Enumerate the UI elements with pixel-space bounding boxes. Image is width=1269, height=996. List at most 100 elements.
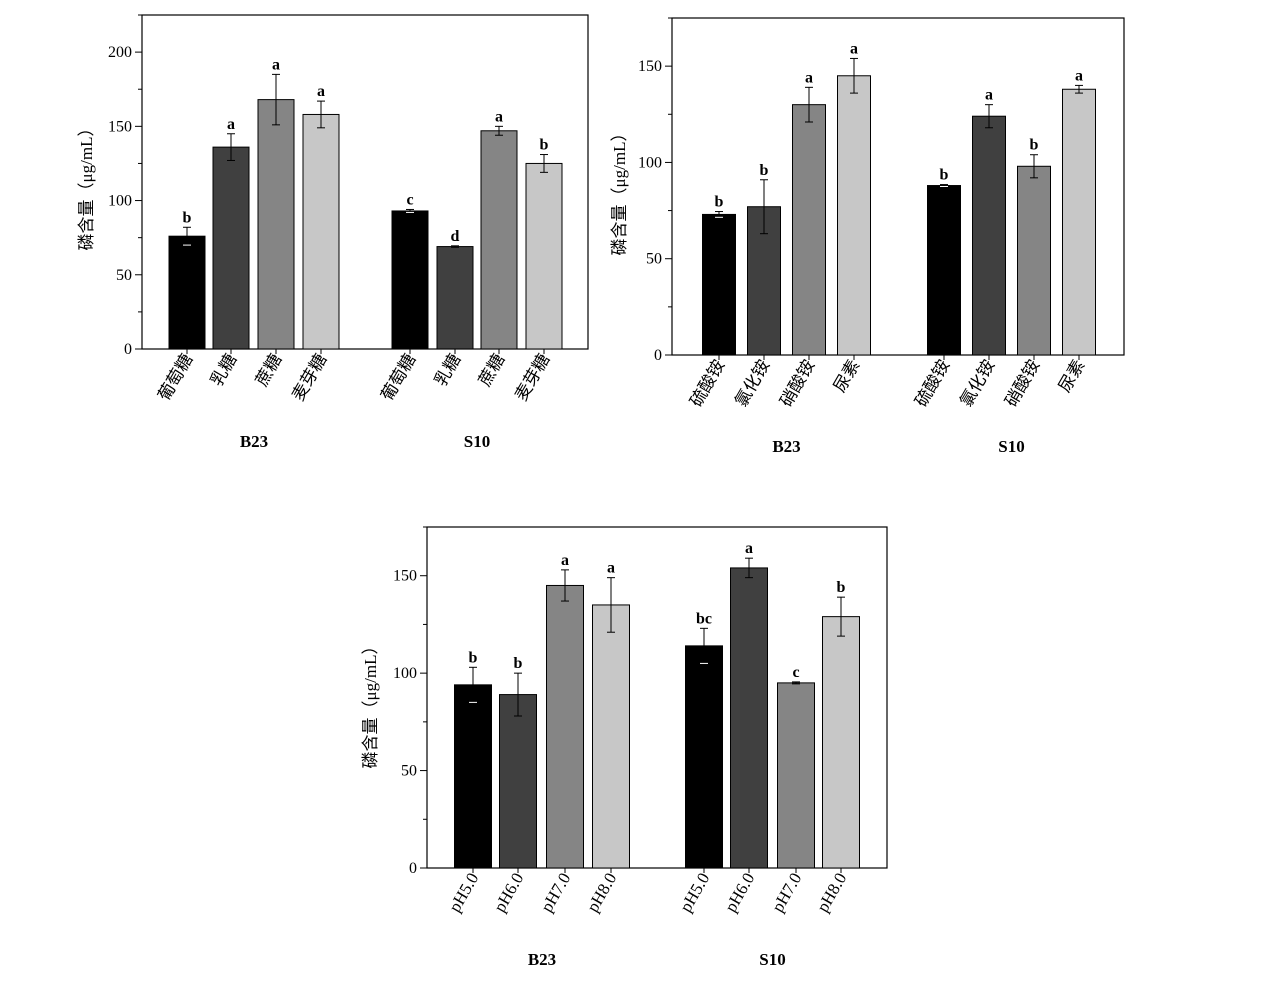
y-tick-label: 100 [393, 665, 417, 682]
x-category-label: pH6.0 [490, 870, 527, 916]
bar-S10-0 [685, 645, 723, 869]
plot-frame [671, 17, 1125, 356]
y-axis-label: 磷含量（μg/mL） [610, 125, 629, 256]
x-category-label: 葡萄糖 [378, 351, 420, 405]
significance-label: a [272, 56, 280, 73]
bar-S10-0 [391, 210, 429, 350]
bar-S10-3 [1062, 88, 1096, 356]
x-category-label: 葡萄糖 [155, 351, 197, 405]
x-category-label: 乳糖 [431, 351, 464, 390]
significance-label: a [985, 87, 993, 104]
bar-S10-2 [777, 682, 815, 869]
group-label-S10: S10 [464, 432, 490, 451]
y-tick-label: 150 [638, 58, 662, 75]
significance-label: a [495, 108, 503, 125]
y-tick-label: 0 [124, 341, 132, 358]
y-tick-label: 200 [108, 44, 132, 61]
bar-S10-1 [436, 246, 474, 350]
significance-label: b [940, 167, 949, 184]
x-category-label: 尿素 [1055, 357, 1088, 396]
x-category-label: pH5.0 [676, 870, 713, 916]
bar-B23-0 [702, 213, 736, 356]
x-category-label: pH8.0 [583, 870, 620, 916]
bar-B23-0 [454, 684, 492, 869]
significance-label: b [715, 194, 724, 211]
significance-label: b [837, 579, 846, 596]
bar-B23-2 [792, 104, 826, 356]
significance-label: a [745, 540, 753, 557]
significance-label: b [469, 649, 478, 666]
x-category-label: 硝酸铵 [777, 357, 819, 411]
chart-ph: 0 50 100 150 磷含量（μg/mL） b pH5.0 b pH6.0 a pH7.0 a pH… [361, 526, 888, 969]
bar-S10-0 [927, 185, 961, 356]
significance-label: a [607, 560, 615, 577]
significance-label: c [792, 664, 799, 681]
x-category-label: 蔗糖 [475, 351, 508, 390]
plot-frame [426, 526, 888, 869]
x-category-label: pH7.0 [537, 870, 574, 916]
x-category-label: 麦芽糖 [512, 351, 554, 405]
y-tick-label: 100 [108, 193, 132, 210]
bar-S10-1 [972, 115, 1006, 356]
significance-label: a [1075, 67, 1083, 84]
bar-B23-2 [546, 584, 584, 869]
significance-label: b [760, 162, 769, 179]
significance-label: a [317, 83, 325, 100]
y-tick-label: 150 [393, 568, 417, 585]
y-tick-label: 0 [409, 860, 417, 877]
significance-label: c [406, 191, 413, 208]
significance-label: a [561, 552, 569, 569]
group-label-B23: B23 [528, 950, 556, 969]
x-category-label: pH5.0 [445, 870, 482, 916]
bar-B23-3 [837, 75, 871, 356]
bar-S10-2 [480, 130, 518, 350]
significance-label: a [227, 116, 235, 133]
significance-label: b [183, 209, 192, 226]
chart-nitrogen-source: 0 50 100 150 磷含量（μg/mL） b 硫酸铵 b 氯化铵 a 硝酸铵 a 尿素 B23 b 硫酸… [610, 17, 1125, 456]
y-axis-label: 磷含量（μg/mL） [77, 120, 96, 251]
significance-label: b [514, 655, 523, 672]
significance-label: a [805, 69, 813, 86]
bar-B23-0 [168, 235, 206, 350]
y-tick-label: 100 [638, 154, 662, 171]
significance-label: b [540, 137, 549, 154]
x-category-label: pH8.0 [813, 870, 850, 916]
bar-B23-2 [257, 99, 295, 350]
y-tick-label: 50 [401, 763, 417, 780]
bar-S10-3 [525, 162, 563, 350]
x-category-label: pH7.0 [768, 870, 805, 916]
x-category-label: 硫酸铵 [687, 357, 729, 411]
significance-label: bc [696, 610, 712, 627]
bar-B23-3 [302, 113, 340, 350]
y-tick-label: 50 [646, 251, 662, 268]
group-label-B23: B23 [772, 437, 800, 456]
significance-label: d [451, 228, 460, 245]
chart-carbon-source: 0 50 100 150 200 磷含量（μg/mL） b 葡萄糖 a 乳糖 a 蔗糖 a 麦芽糖 B23 c… [77, 14, 589, 451]
bar-S10-2 [1017, 165, 1051, 356]
bar-S10-1 [730, 567, 768, 869]
y-tick-label: 50 [116, 267, 132, 284]
plot-frame [141, 14, 589, 350]
group-label-B23: B23 [240, 432, 268, 451]
y-tick-label: 150 [108, 118, 132, 135]
y-axis-label: 磷含量（μg/mL） [361, 638, 380, 769]
x-category-label: pH6.0 [721, 870, 758, 916]
bar-B23-1 [212, 146, 250, 350]
group-label-S10: S10 [998, 437, 1024, 456]
bar-B23-3 [592, 604, 630, 869]
x-category-label: 乳糖 [207, 351, 240, 390]
bar-B23-1 [499, 694, 537, 869]
x-category-label: 麦芽糖 [289, 351, 331, 405]
x-category-label: 尿素 [830, 357, 863, 396]
significance-label: a [850, 40, 858, 57]
x-category-label: 硝酸铵 [1002, 357, 1044, 411]
bar-S10-3 [822, 616, 860, 869]
y-tick-label: 0 [654, 347, 662, 364]
x-category-label: 硫酸铵 [912, 357, 954, 411]
x-category-label: 蔗糖 [252, 351, 285, 390]
group-label-S10: S10 [759, 950, 785, 969]
bar-B23-1 [747, 206, 781, 356]
x-category-label: 氯化铵 [732, 357, 774, 411]
significance-label: b [1030, 137, 1039, 154]
